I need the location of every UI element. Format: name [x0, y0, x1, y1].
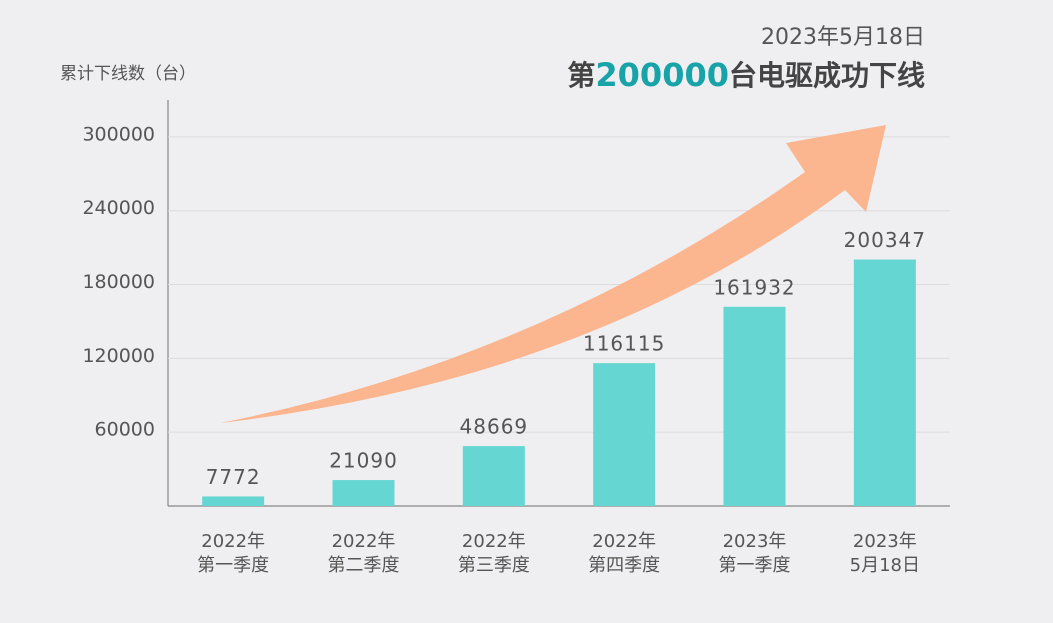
x-tick-label: 2022年 — [592, 531, 656, 552]
x-tick-label: 5月18日 — [850, 555, 920, 576]
chart-subtitle: 2023年5月18日 — [761, 25, 925, 50]
y-axis-label: 累计下线数（台） — [60, 64, 196, 84]
bar — [202, 496, 265, 506]
value-label: 7772 — [206, 465, 261, 489]
bar — [723, 306, 786, 506]
x-tick-label: 第三季度 — [458, 555, 530, 576]
x-tick-label: 2022年 — [332, 531, 396, 552]
x-tick-label: 2022年 — [462, 531, 526, 552]
growth-arrow — [220, 125, 886, 423]
x-tick-label: 第一季度 — [719, 555, 791, 576]
y-tick-label: 120000 — [82, 345, 155, 367]
bar — [462, 446, 525, 506]
y-tick-label: 240000 — [82, 197, 155, 219]
x-tick-label: 第二季度 — [328, 555, 400, 576]
value-label: 48669 — [460, 415, 529, 439]
title-part: 第 — [567, 59, 595, 92]
x-tick-label: 2022年 — [201, 531, 265, 552]
title-part: 台电驱成功下线 — [729, 59, 925, 92]
x-tick-label: 第一季度 — [197, 555, 269, 576]
value-label: 161932 — [713, 275, 795, 299]
bar — [853, 259, 916, 506]
x-tick-label: 2023年 — [853, 531, 917, 552]
y-tick-label: 60000 — [95, 419, 155, 441]
value-label: 200347 — [844, 228, 926, 252]
chart-title: 第200000台电驱成功下线 — [567, 56, 925, 94]
title-highlight: 200000 — [595, 56, 729, 94]
value-label: 21090 — [329, 449, 398, 473]
x-tick-label: 2023年 — [723, 531, 787, 552]
bar — [593, 363, 656, 506]
grid — [168, 136, 950, 433]
y-tick-label: 300000 — [82, 123, 155, 145]
y-tick-label: 180000 — [82, 271, 155, 293]
bar — [332, 480, 395, 506]
value-label: 116115 — [583, 332, 665, 356]
x-tick-label: 第四季度 — [588, 555, 660, 576]
